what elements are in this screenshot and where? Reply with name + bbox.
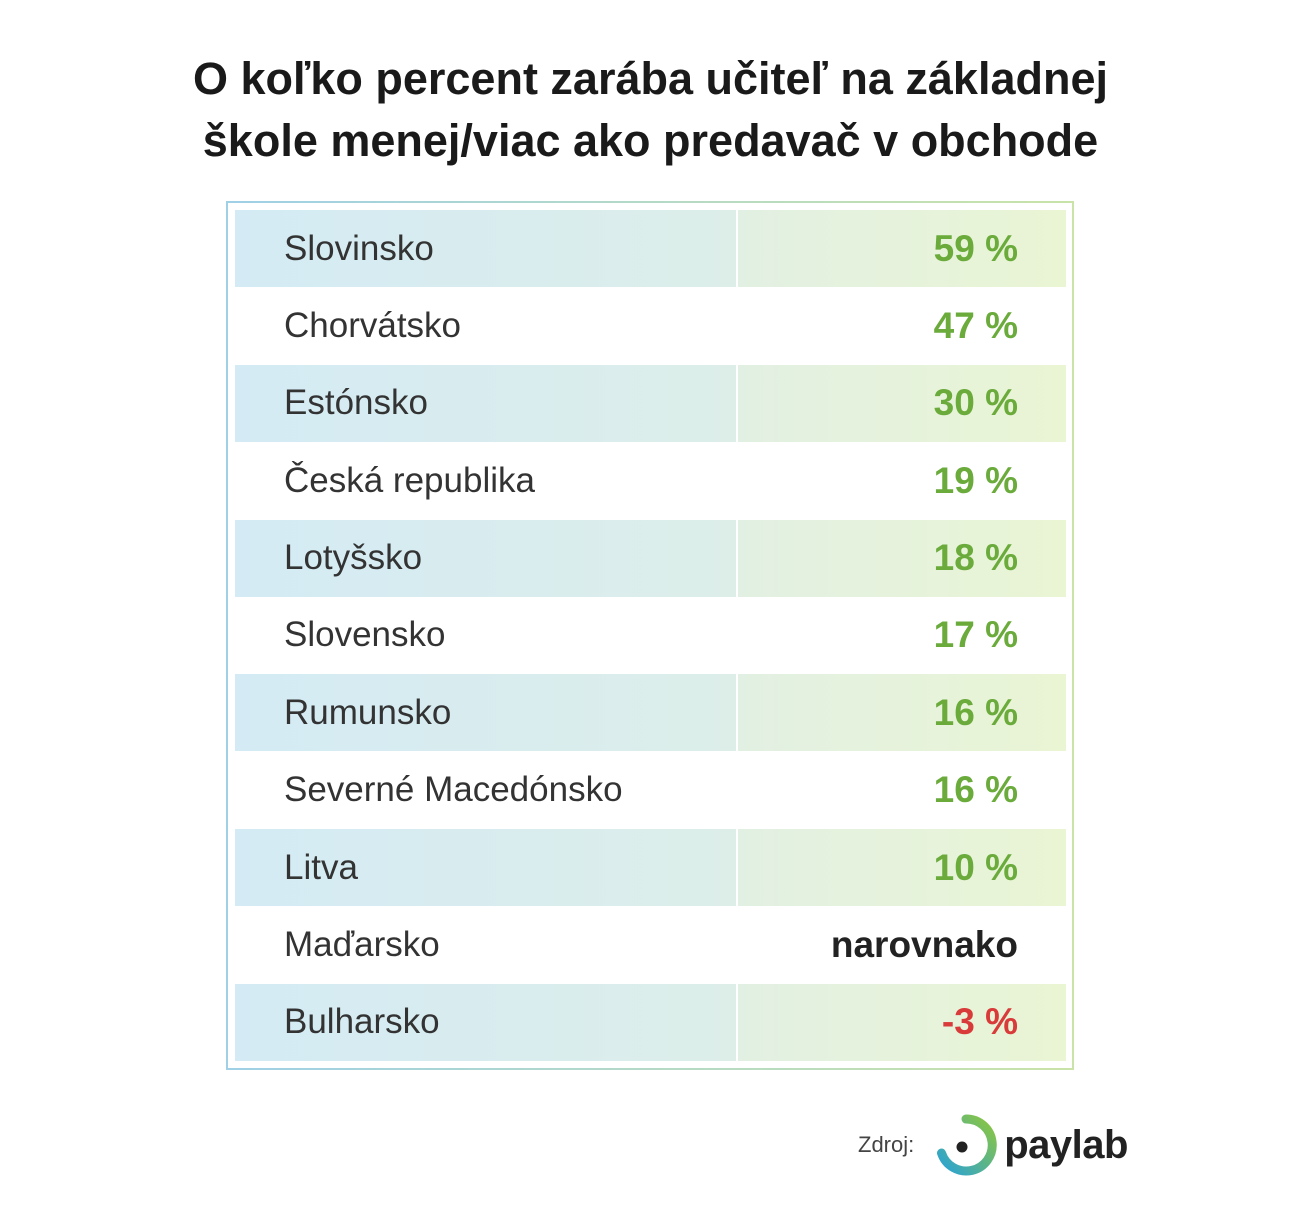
data-table: Slovinsko 59 % Chorvátsko 47 % Estónsko 30 % Č… — [235, 210, 1066, 1061]
title-line-2: škole menej/viac ako predavač v obchode — [202, 115, 1099, 166]
table-row: Litva 10 % — [235, 829, 1066, 907]
value-cell: 47 % — [933, 304, 1018, 346]
table-row: Maďarsko narovnako — [235, 907, 1066, 984]
country-cell: Bulharsko — [235, 983, 736, 1061]
source-footer: Zdroj: paylab — [858, 1110, 1128, 1180]
paylab-logo: paylab — [932, 1111, 1128, 1179]
value-cell: 59 % — [738, 210, 1066, 287]
country-cell: Litva — [235, 829, 736, 907]
country-cell: Slovensko — [284, 615, 446, 655]
chart-title: O koľko percent zarába učiteľ na základn… — [0, 48, 1301, 172]
value-cell: 16 % — [933, 769, 1018, 811]
value-cell: 17 % — [933, 614, 1018, 656]
value-cell: -3 % — [738, 983, 1066, 1061]
table-row: Estónsko 30 % — [235, 364, 1066, 442]
value-cell: 30 % — [738, 364, 1066, 442]
logo-text: paylab — [1004, 1122, 1128, 1167]
table-row: Česká republika 19 % — [235, 442, 1066, 519]
country-cell: Slovinsko — [235, 210, 736, 287]
value-cell: 19 % — [933, 459, 1018, 501]
table-row: Chorvátsko 47 % — [235, 287, 1066, 364]
country-cell: Chorvátsko — [284, 305, 462, 345]
country-cell: Maďarsko — [284, 925, 440, 965]
country-cell: Severné Macedónsko — [284, 770, 623, 810]
title-line-1: O koľko percent zarába učiteľ na základn… — [193, 53, 1108, 104]
table-row: Severné Macedónsko 16 % — [235, 752, 1066, 829]
paylab-ring-logo-icon — [937, 1114, 997, 1176]
country-cell: Lotyšsko — [235, 519, 736, 597]
table-row: Slovensko 17 % — [235, 597, 1066, 674]
value-cell: 16 % — [738, 674, 1066, 752]
country-cell: Estónsko — [235, 364, 736, 442]
country-cell: Rumunsko — [235, 674, 736, 752]
table-row: Lotyšsko 18 % — [235, 519, 1066, 597]
value-cell: 18 % — [738, 519, 1066, 597]
table-row: Bulharsko -3 % — [235, 983, 1066, 1061]
table-row: Slovinsko 59 % — [235, 210, 1066, 287]
country-cell: Česká republika — [284, 460, 535, 500]
value-cell: narovnako — [830, 924, 1018, 966]
table-row: Rumunsko 16 % — [235, 674, 1066, 752]
value-cell: 10 % — [738, 829, 1066, 907]
source-label: Zdroj: — [858, 1132, 915, 1157]
table-frame — [226, 201, 1074, 1070]
